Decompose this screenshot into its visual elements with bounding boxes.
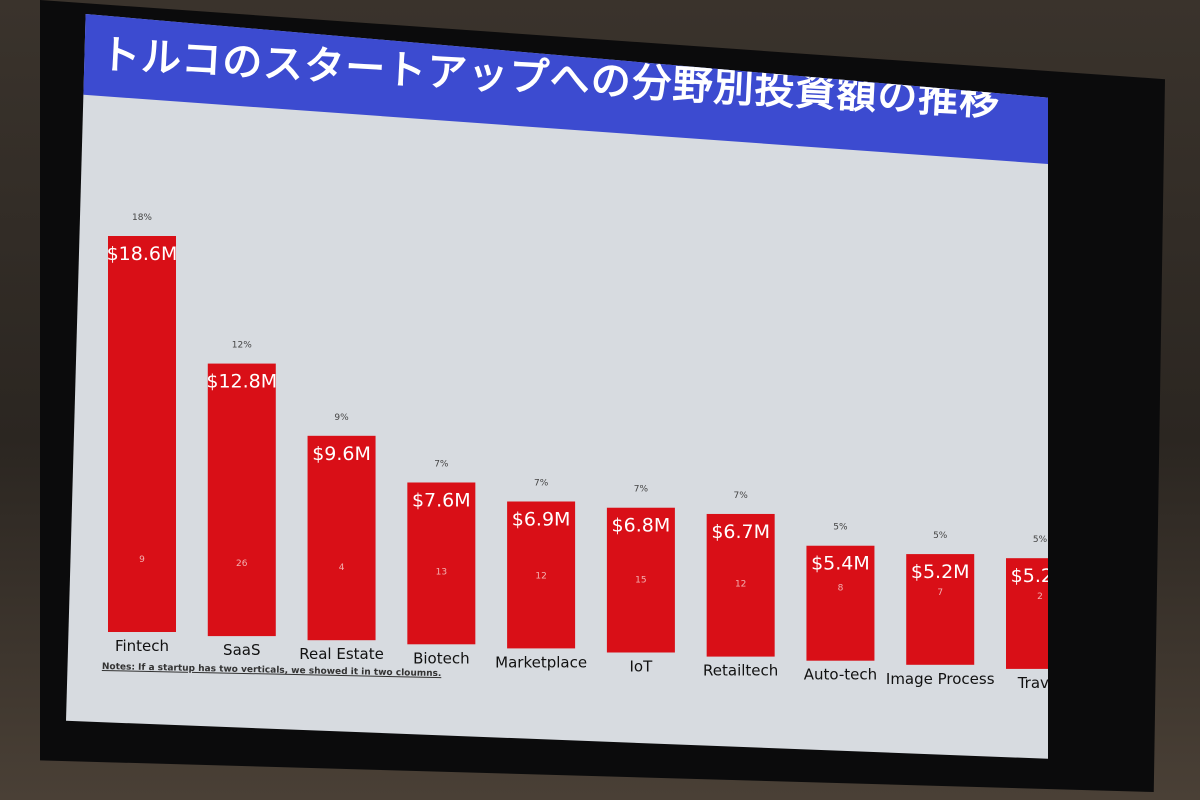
bar-count-label: 9 xyxy=(139,555,145,565)
bar-percent-label: 7% xyxy=(434,459,449,469)
category-label: SaaS xyxy=(223,641,260,659)
bar-value-label: $6.9M xyxy=(512,508,571,530)
bar xyxy=(507,501,576,649)
category-label: IoT xyxy=(630,658,654,676)
bar-count-label: 13 xyxy=(436,567,447,577)
bar xyxy=(1006,558,1048,669)
category-label: Marketplace xyxy=(495,653,587,671)
bar-value-label: $5.4M xyxy=(811,553,870,575)
bar-value-label: $7.6M xyxy=(412,489,471,511)
bar-count-label: 8 xyxy=(838,584,844,594)
bar xyxy=(606,507,675,653)
bar xyxy=(307,435,376,641)
slide-screen: トルコのスタートアップへの分野別投資額の推移 $18.6M 18% 9 Fintech… xyxy=(66,14,1048,759)
bar-percent-label: 5% xyxy=(833,523,848,533)
bar-value-label: $9.6M xyxy=(312,443,371,465)
bar-value-label: $6.8M xyxy=(612,515,671,537)
bar xyxy=(407,482,476,645)
bar xyxy=(108,236,176,632)
bar-count-label: 15 xyxy=(635,576,646,586)
bar-value-label: $5.2M xyxy=(1011,565,1048,587)
bar-percent-label: 5% xyxy=(933,531,948,541)
bar xyxy=(207,363,276,637)
bar-value-label: $6.7M xyxy=(711,521,770,543)
bar-percent-label: 9% xyxy=(334,413,349,423)
category-label: Biotech xyxy=(413,649,470,667)
bar-chart: $18.6M 18% 9 Fintech $12.8M 12% 26 SaaS $9.6M 9% 4… xyxy=(107,213,1048,692)
bar-count-label: 7 xyxy=(937,588,943,598)
bar xyxy=(906,554,975,665)
bar-count-label: 4 xyxy=(339,563,345,573)
bar-count-label: 26 xyxy=(236,559,248,569)
category-label: Fintech xyxy=(115,637,169,655)
bar-percent-label: 7% xyxy=(534,478,549,488)
bar-percent-label: 7% xyxy=(734,491,749,501)
bar xyxy=(806,545,875,661)
bar-percent-label: 12% xyxy=(232,341,252,351)
category-label: Travel xyxy=(1017,674,1048,692)
category-label: Auto-tech xyxy=(804,666,877,684)
category-label: Retailtech xyxy=(703,662,778,680)
bar-value-label: $5.2M xyxy=(911,561,970,583)
bar-percent-label: 5% xyxy=(1033,535,1048,545)
bar-count-label: 12 xyxy=(735,580,746,590)
category-label: Image Process xyxy=(886,670,995,688)
bar-percent-label: 7% xyxy=(634,485,649,495)
bar xyxy=(706,513,775,657)
bar-value-label: $12.8M xyxy=(206,371,277,393)
bar-percent-label: 18% xyxy=(132,213,152,223)
category-label: Real Estate xyxy=(299,645,384,663)
bar-value-label: $18.6M xyxy=(107,243,178,265)
bar-count-label: 2 xyxy=(1037,592,1043,602)
bar-count-label: 12 xyxy=(535,571,546,581)
